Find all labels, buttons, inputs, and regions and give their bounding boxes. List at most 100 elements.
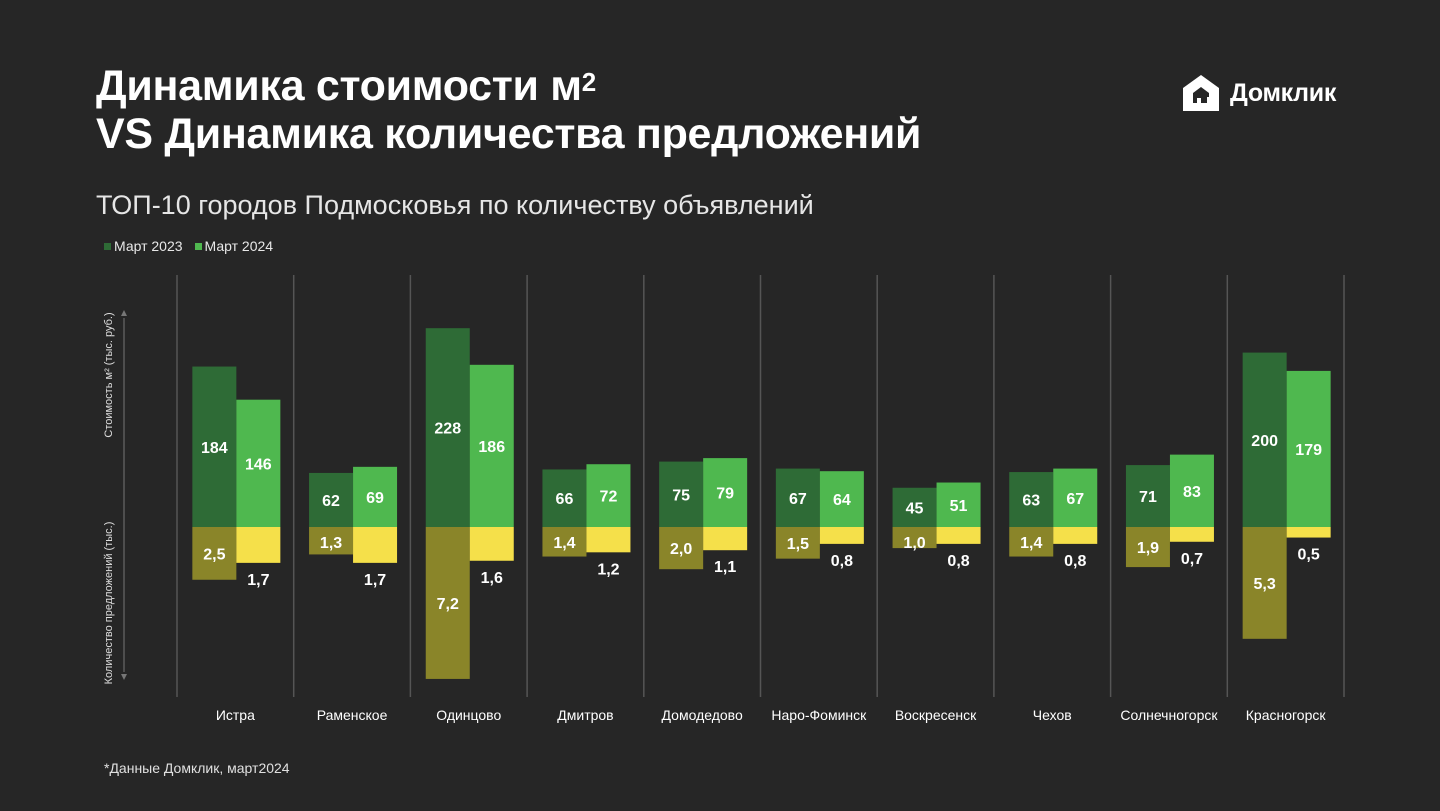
offers-bar-2024: [936, 527, 981, 544]
price-bar-2024: [1286, 370, 1331, 527]
offers-bar-2024: [703, 527, 748, 551]
offers-label-2023: 1,5: [787, 536, 809, 553]
offers-bar-2023: [1009, 527, 1054, 557]
offers-label-2023: 7,2: [437, 596, 459, 613]
price-label-2024: 83: [1183, 484, 1201, 501]
price-bar-2023: [542, 469, 587, 527]
chart-legend: Март 2023 Март 2024: [104, 238, 273, 254]
category-label: Воскресенск: [895, 707, 977, 723]
logo-text: Домклик: [1230, 78, 1337, 107]
legend-swatch-2023: [104, 242, 111, 250]
offers-label-2023: 1,4: [553, 535, 575, 552]
price-bar-2023: [775, 468, 820, 527]
offers-bar-2024: [469, 527, 514, 561]
price-bar-2024: [1053, 468, 1098, 527]
price-label-2024: 64: [833, 492, 851, 509]
category-label: Раменское: [317, 707, 388, 723]
price-bar-2024: [703, 458, 748, 527]
title-line-2: VS Динамика количества предложений: [96, 110, 922, 158]
category-label: Чехов: [1033, 707, 1072, 723]
footnote: *Данные Домклик, март2024: [104, 760, 290, 776]
chart-title: Динамика стоимости м2 VS Динамика количе…: [96, 62, 921, 158]
price-bar-2024: [819, 471, 864, 527]
price-bar-2023: [309, 472, 354, 527]
offers-label-2024: 1,7: [247, 572, 269, 589]
offers-label-2024: 0,5: [1298, 547, 1320, 564]
brand-logo: Домклик: [1180, 72, 1336, 114]
offers-label-2024: 1,1: [714, 559, 736, 576]
price-label-2024: 51: [950, 498, 968, 515]
price-label-2023: 67: [789, 491, 807, 508]
price-bar-2024: [353, 466, 398, 527]
offers-label-2024: 1,7: [364, 572, 386, 589]
offers-bar-2024: [819, 527, 864, 544]
price-label-2023: 71: [1139, 489, 1157, 506]
legend-item-2024: Март 2024: [194, 238, 274, 254]
price-bar-2024: [236, 399, 281, 527]
offers-bar-2023: [542, 527, 587, 557]
legend-label-2024: Март 2024: [204, 238, 274, 254]
offers-label-2023: 1,4: [1020, 535, 1042, 552]
y-axis-label-price: Стоимость м² (тыс. руб.): [103, 312, 115, 437]
price-label-2024: 186: [478, 439, 505, 456]
legend-swatch-2024: [194, 242, 202, 250]
offers-bar-2024: [1169, 527, 1214, 542]
offers-bar-2023: [659, 527, 704, 570]
price-label-2023: 66: [556, 491, 574, 508]
offers-label-2023: 1,0: [903, 535, 925, 552]
offers-label-2024: 0,7: [1181, 551, 1203, 568]
offers-bar-2024: [353, 527, 398, 563]
offers-label-2023: 5,3: [1254, 576, 1276, 593]
category-label: Дмитров: [557, 707, 613, 723]
price-bar-2023: [1009, 472, 1054, 527]
price-label-2023: 200: [1251, 433, 1278, 450]
category-label: Наро-Фоминск: [771, 707, 867, 723]
offers-bar-2023: [1125, 527, 1170, 568]
price-bar-2024: [936, 482, 981, 527]
offers-label-2023: 2,5: [203, 546, 225, 563]
offers-label-2024: 1,2: [597, 561, 619, 578]
legend-label-2023: Март 2023: [114, 238, 183, 254]
price-bar-2023: [892, 487, 937, 527]
price-bar-2023: [659, 461, 704, 527]
price-label-2023: 45: [906, 500, 924, 517]
chart-subtitle: ТОП-10 городов Подмосковья по количеству…: [96, 190, 814, 220]
category-label: Домодедово: [662, 707, 743, 723]
price-label-2023: 75: [672, 487, 690, 504]
category-label: Красногорск: [1246, 707, 1327, 723]
category-label: Одинцово: [436, 707, 501, 723]
price-bar-2023: [192, 366, 237, 527]
y-axis-label-offers: Количество предложений (тыс.): [103, 522, 115, 685]
offers-bar-2023: [892, 527, 937, 549]
category-label: Истра: [216, 707, 255, 723]
price-label-2023: 62: [322, 493, 340, 510]
y-axis-arrow-up: [121, 310, 127, 316]
price-label-2024: 67: [1066, 491, 1084, 508]
legend-item-2023: Март 2023: [104, 238, 183, 254]
price-bar-2024: [586, 464, 631, 527]
price-label-2024: 72: [600, 489, 618, 506]
price-label-2024: 146: [245, 456, 272, 473]
price-label-2024: 69: [366, 490, 384, 507]
offers-bar-2024: [1286, 527, 1331, 538]
category-label: Солнечногорск: [1120, 707, 1218, 723]
price-bar-2024: [469, 364, 514, 527]
offers-bar-2023: [775, 527, 820, 559]
y-axis-arrow-down: [121, 674, 127, 680]
price-label-2023: 184: [201, 440, 228, 457]
title-line-1: Динамика стоимости м2: [96, 62, 596, 110]
offers-label-2024: 0,8: [947, 553, 969, 570]
offers-bar-2023: [309, 527, 354, 555]
offers-bar-2024: [586, 527, 631, 553]
offers-label-2024: 0,8: [831, 553, 853, 570]
price-label-2024: 79: [716, 486, 734, 503]
offers-label-2023: 1,9: [1137, 540, 1159, 557]
offers-label-2024: 0,8: [1064, 553, 1086, 570]
price-label-2023: 228: [434, 421, 461, 438]
domclick-house-icon: [1183, 75, 1219, 111]
offers-bar-2024: [236, 527, 281, 563]
price-bar-2024: [1169, 454, 1214, 527]
offers-bar-2023: [1242, 527, 1287, 639]
offers-bar-2023: [192, 527, 237, 580]
